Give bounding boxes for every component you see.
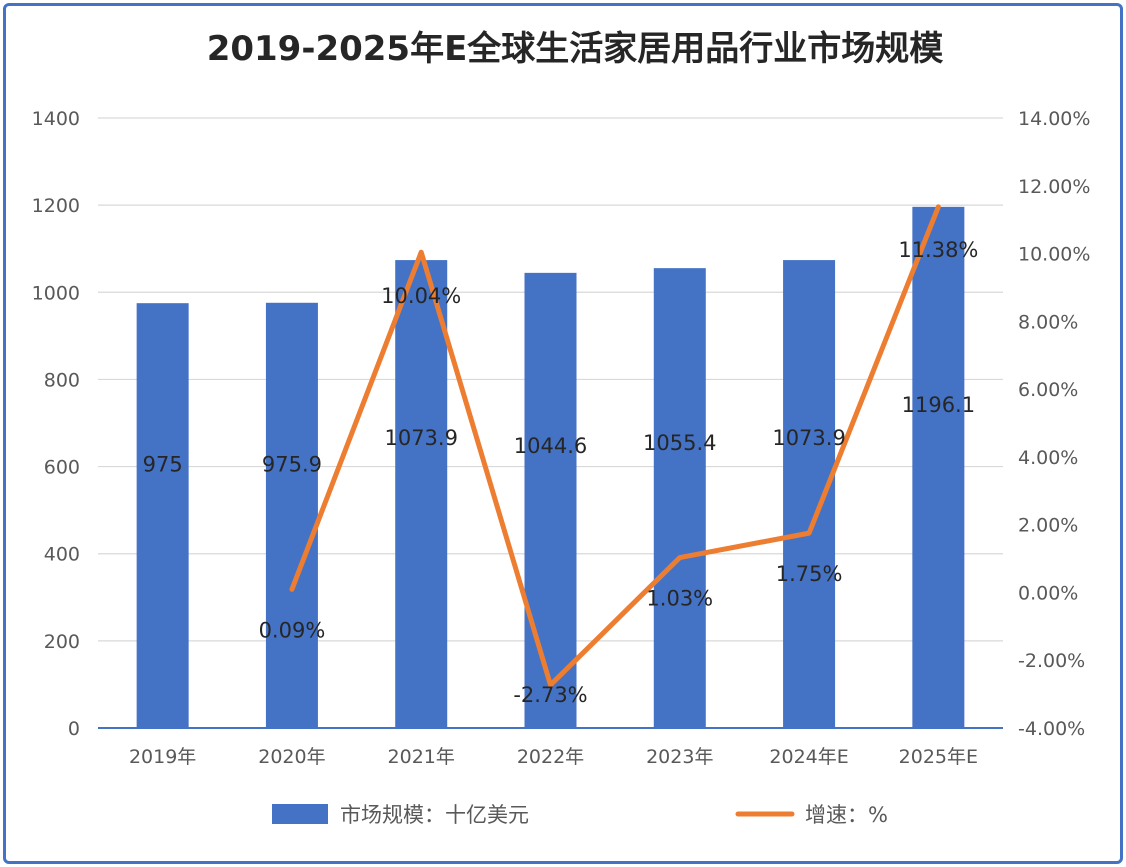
bar <box>265 302 318 728</box>
bar <box>136 303 189 728</box>
bar-data-label: 1196.1 <box>902 393 975 417</box>
bar-data-label: 975.9 <box>262 452 322 476</box>
right-axis-tick: -4.00% <box>1018 718 1085 740</box>
bar-data-label: 975 <box>143 453 183 477</box>
bar <box>653 268 706 728</box>
x-axis-tick: 2019年 <box>129 746 196 768</box>
right-axis-tick: 12.00% <box>1018 176 1090 198</box>
left-axis-tick: 1400 <box>32 108 80 130</box>
left-axis-tick: 0 <box>68 718 80 740</box>
chart-title: 2019-2025年E全球生活家居用品行业市场规模 <box>207 29 944 69</box>
line-data-label: 1.03% <box>646 587 713 611</box>
left-axis-tick: 600 <box>44 457 80 479</box>
line-data-label: 11.38% <box>898 238 978 262</box>
bar-data-label: 1044.6 <box>514 434 587 458</box>
bar-data-label: 1073.9 <box>772 426 845 450</box>
bar <box>395 260 448 728</box>
bar <box>524 272 577 728</box>
bar <box>912 206 965 728</box>
growth-line <box>289 204 941 688</box>
line-data-label: -2.73% <box>513 683 587 707</box>
x-axis-tick: 2022年 <box>517 746 584 768</box>
right-axis-tick: 14.00% <box>1018 108 1090 130</box>
x-axis-tick: 2021年 <box>388 746 455 768</box>
x-axis-tick: 2020年 <box>258 746 325 768</box>
bar <box>783 260 836 728</box>
x-axis-tick: 2024年E <box>769 746 848 768</box>
legend-line-label: 增速：% <box>805 803 888 827</box>
legend: 市场规模：十亿美元 增速：% <box>272 803 888 827</box>
x-axis-tick: 2023年 <box>646 746 713 768</box>
right-axis-tick: 8.00% <box>1018 311 1078 333</box>
chart-frame <box>3 3 1123 864</box>
legend-bar-swatch <box>272 804 328 824</box>
left-axis-tick: 800 <box>44 369 80 391</box>
line-data-label: 1.75% <box>776 562 843 586</box>
right-axis-tick: 10.00% <box>1018 244 1090 266</box>
bar-data-label: 1055.4 <box>643 431 716 455</box>
left-axis-tick: 400 <box>44 544 80 566</box>
right-axis-tick: 2.00% <box>1018 515 1078 537</box>
legend-bar-label: 市场规模：十亿美元 <box>340 803 529 827</box>
right-axis-tick: -2.00% <box>1018 650 1085 672</box>
bar-data-label: 1073.9 <box>384 426 457 450</box>
left-axis-tick: 200 <box>44 631 80 653</box>
left-axis-tick: 1200 <box>32 195 80 217</box>
line-data-label: 10.04% <box>381 284 461 308</box>
line-data-label: 0.09% <box>259 618 326 642</box>
right-axis-tick: 6.00% <box>1018 379 1078 401</box>
right-axis-tick: 4.00% <box>1018 447 1078 469</box>
right-axis-tick: 0.00% <box>1018 582 1078 604</box>
x-axis-tick: 2025年E <box>899 746 978 768</box>
left-axis-tick: 1000 <box>32 282 80 304</box>
